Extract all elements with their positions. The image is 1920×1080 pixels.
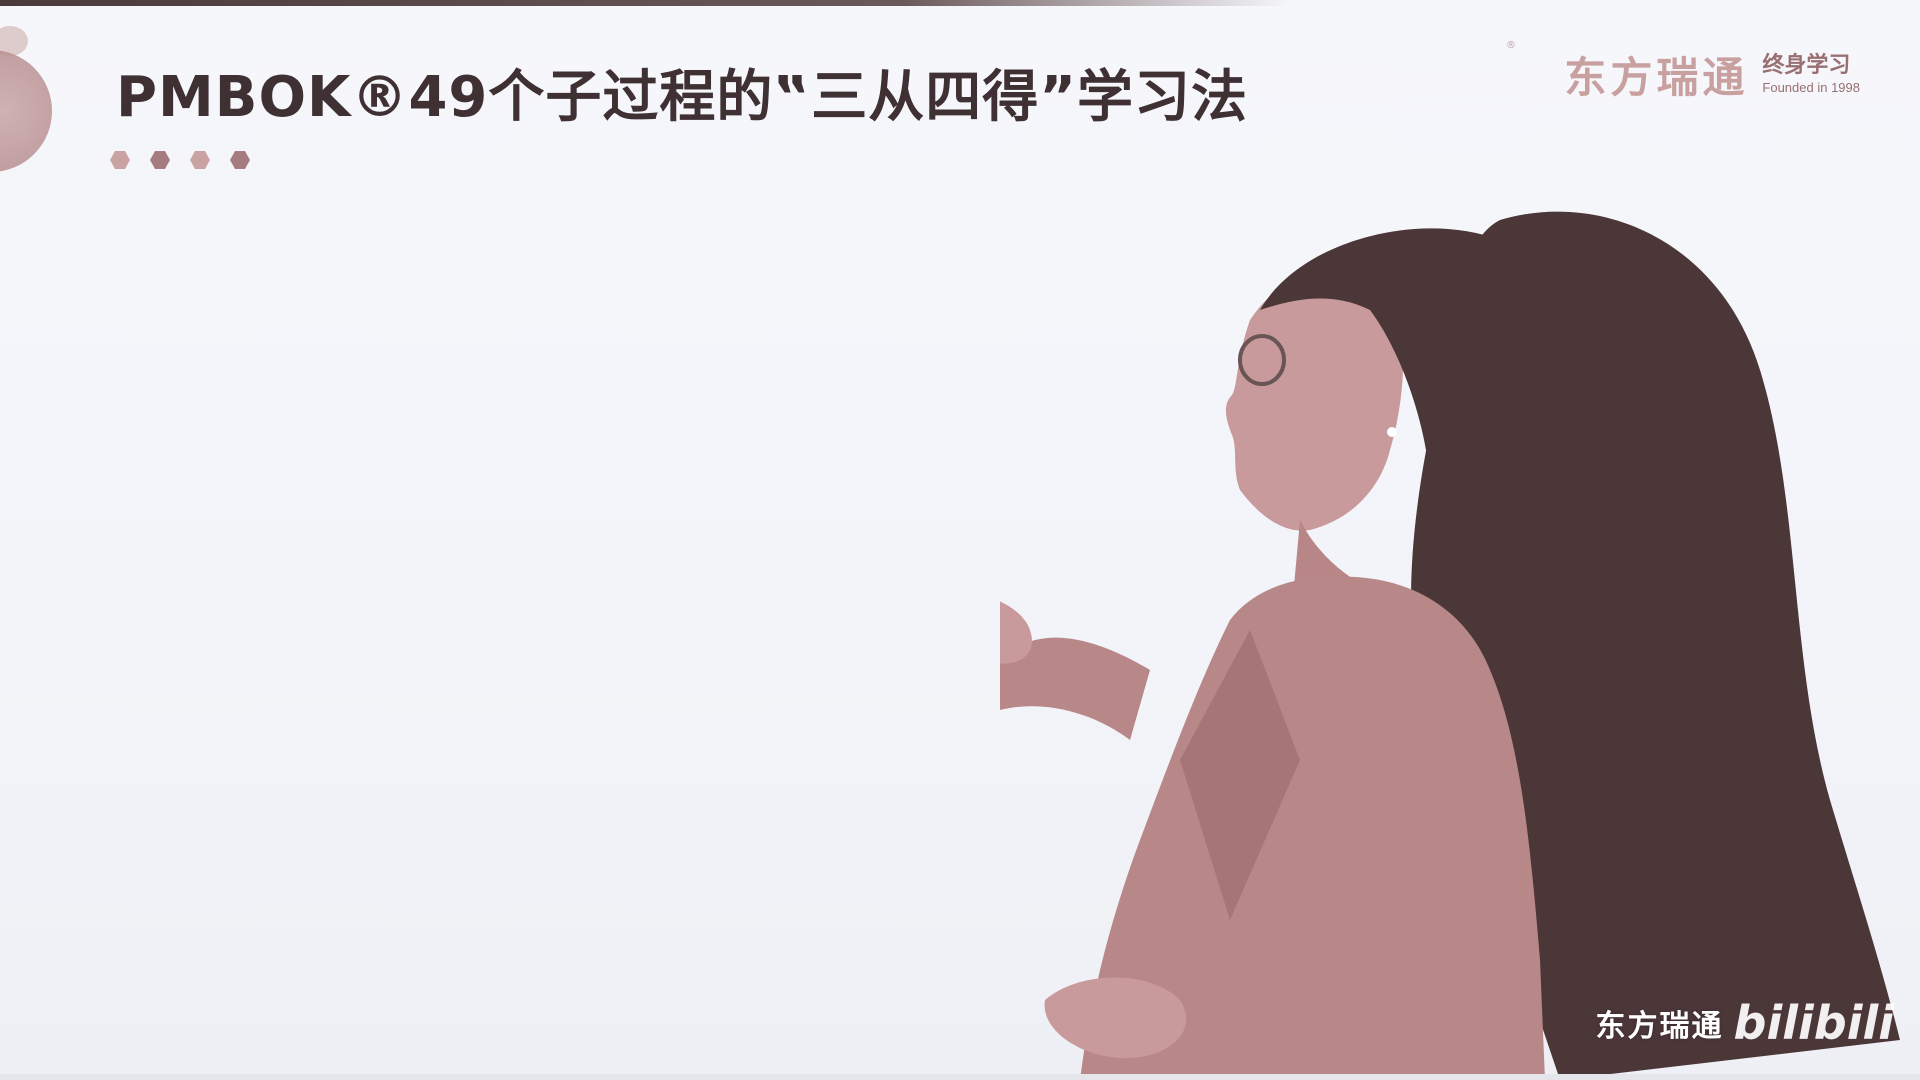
brand-founded: Founded in 1998 bbox=[1762, 80, 1860, 95]
arm-shape bbox=[1000, 637, 1150, 740]
top-accent-bar bbox=[0, 0, 1290, 6]
brand-logo: 东方瑞通 终身学习 Founded in 1998 bbox=[1564, 44, 1860, 105]
hexagon-icon bbox=[150, 151, 170, 169]
bilibili-logo-icon: bilibili bbox=[1733, 996, 1894, 1050]
registered-mark: ® bbox=[1506, 40, 1516, 51]
glasses-shape bbox=[1238, 334, 1286, 386]
hand-shape bbox=[1000, 601, 1032, 664]
watermark-text: 东方瑞通 bbox=[1595, 1009, 1724, 1044]
bottom-edge bbox=[0, 1074, 1920, 1080]
hexagon-icon bbox=[110, 151, 130, 169]
hexagon-divider bbox=[110, 150, 250, 170]
hair-front-shape bbox=[1260, 228, 1552, 720]
lapel-shape bbox=[1180, 630, 1300, 920]
video-watermark: 东方瑞通 bilibili bbox=[1596, 996, 1894, 1050]
earring-shape bbox=[1387, 427, 1397, 437]
face-shape bbox=[1225, 266, 1404, 531]
blazer-shape bbox=[1080, 576, 1545, 1080]
left-circle-decoration bbox=[0, 50, 52, 172]
presenter-figure bbox=[1000, 211, 1900, 1080]
lower-hand-shape bbox=[1044, 977, 1187, 1059]
hexagon-icon bbox=[190, 151, 210, 169]
brand-name: 东方瑞通 bbox=[1564, 53, 1749, 102]
slide-title: PMBOK®49个子过程的‟三从四得”学习法 bbox=[116, 65, 1248, 130]
brand-subtitle: 终身学习 Founded in 1998 bbox=[1762, 53, 1860, 95]
hexagon-icon bbox=[230, 151, 250, 169]
brand-tagline: 终身学习 bbox=[1762, 53, 1851, 78]
